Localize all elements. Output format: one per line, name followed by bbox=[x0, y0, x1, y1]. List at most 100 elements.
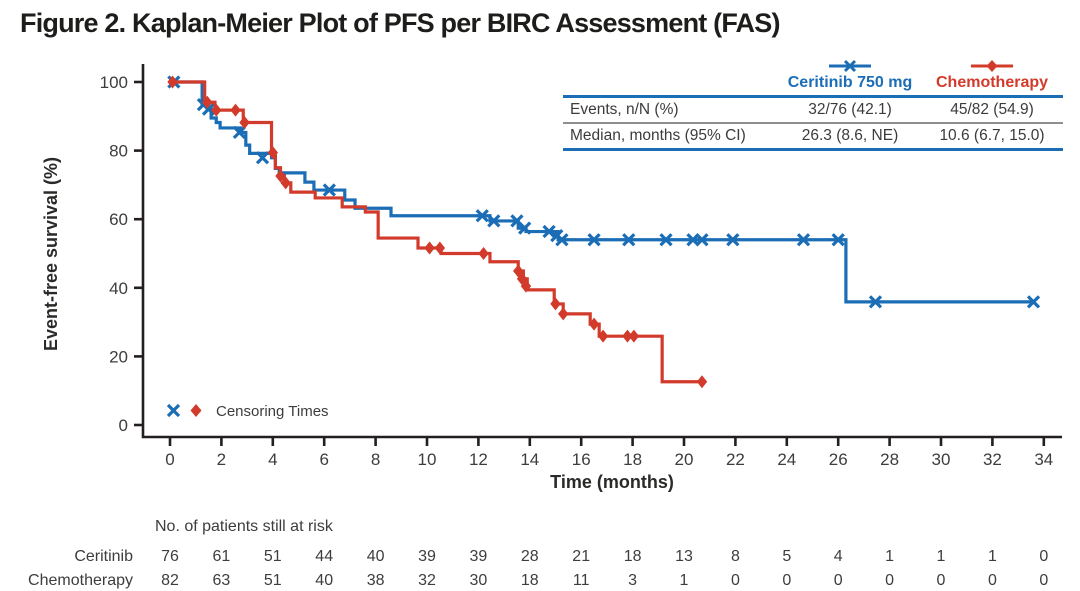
censor-diamond-mark bbox=[597, 329, 609, 343]
censor-diamond-mark bbox=[239, 115, 250, 129]
risk-value: 40 bbox=[315, 572, 333, 589]
risk-value: 21 bbox=[572, 548, 590, 565]
stats-marker-row bbox=[563, 58, 1063, 74]
x-tick-label: 2 bbox=[217, 450, 226, 469]
risk-value: 76 bbox=[161, 548, 179, 565]
censor-diamond-mark bbox=[558, 307, 569, 321]
risk-value: 40 bbox=[367, 548, 385, 565]
x-tick-label: 0 bbox=[165, 450, 174, 469]
stats-row-events: Events, n/N (%) 32/76 (42.1) 45/82 (54.9… bbox=[563, 98, 1063, 122]
censor-diamond-mark bbox=[622, 329, 633, 343]
stats-median-chemotherapy: 10.6 (6.7, 15.0) bbox=[939, 127, 1045, 144]
stats-col-chemotherapy: Chemotherapy bbox=[935, 74, 1049, 91]
risk-value: 0 bbox=[885, 572, 894, 589]
risk-value: 0 bbox=[1039, 548, 1048, 565]
censor-diamond-mark bbox=[520, 279, 532, 293]
risk-value: 0 bbox=[988, 572, 997, 589]
x-tick-label: 10 bbox=[418, 450, 437, 469]
risk-value: 18 bbox=[521, 572, 539, 589]
risk-value: 1 bbox=[937, 548, 946, 565]
stats-col-ceritinib: Ceritinib 750 mg bbox=[787, 74, 913, 91]
censor-x-mark bbox=[518, 221, 532, 235]
censor-x-mark bbox=[622, 233, 636, 247]
y-axis-title: Event-free survival (%) bbox=[41, 157, 61, 351]
censor-x-mark bbox=[726, 233, 740, 247]
risk-value: 63 bbox=[213, 572, 231, 589]
risk-value: 4 bbox=[834, 548, 843, 565]
risk-value: 11 bbox=[573, 572, 590, 589]
x-axis-title: Time (months) bbox=[550, 472, 674, 492]
censor-diamond-mark bbox=[211, 103, 222, 117]
figure-title: Figure 2. Kaplan-Meier Plot of PFS per B… bbox=[20, 8, 780, 38]
censor-x-mark bbox=[475, 209, 489, 223]
censor-x-mark bbox=[322, 183, 336, 197]
censor-x-mark bbox=[868, 295, 883, 309]
risk-value: 28 bbox=[521, 548, 539, 565]
censor-diamond-mark bbox=[167, 75, 178, 89]
risk-value: 39 bbox=[470, 548, 488, 565]
risk-value: 51 bbox=[264, 572, 282, 589]
risk-value: 61 bbox=[213, 548, 231, 565]
censor-diamond-mark bbox=[550, 297, 561, 311]
stats-table: Ceritinib 750 mg Chemotherapy Events, n/… bbox=[563, 58, 1063, 151]
stats-row-median-label: Median, months (95% CI) bbox=[570, 127, 746, 144]
risk-value: 30 bbox=[470, 572, 488, 589]
legend-marker-ceritinib bbox=[779, 58, 921, 74]
line-x-icon bbox=[829, 59, 871, 73]
risk-value: 82 bbox=[161, 572, 179, 589]
stats-events-chemotherapy: 45/82 (54.9) bbox=[950, 101, 1034, 118]
censor-x-mark bbox=[555, 233, 569, 247]
risk-value: 51 bbox=[264, 548, 282, 565]
risk-value: 1 bbox=[680, 572, 689, 589]
y-tick-label: 60 bbox=[109, 210, 128, 229]
risk-value: 0 bbox=[937, 572, 946, 589]
risk-value: 5 bbox=[782, 548, 791, 565]
risk-value: 18 bbox=[624, 548, 642, 565]
legend-marker-chemotherapy bbox=[921, 58, 1063, 74]
censor-x-mark bbox=[232, 125, 247, 140]
censor-x-mark bbox=[587, 233, 601, 247]
y-tick-label: 80 bbox=[109, 142, 128, 161]
x-tick-label: 26 bbox=[829, 450, 848, 469]
risk-value: 13 bbox=[675, 548, 693, 565]
censor-diamond-icon bbox=[190, 404, 202, 417]
censor-x-mark bbox=[487, 214, 501, 228]
x-tick-label: 4 bbox=[268, 450, 277, 469]
censor-diamond-mark bbox=[424, 241, 435, 255]
censor-diamond-mark bbox=[275, 169, 286, 183]
x-tick-label: 8 bbox=[371, 450, 380, 469]
censor-diamond-mark bbox=[267, 146, 278, 160]
risk-row-label-chemotherapy: Chemotherapy bbox=[28, 572, 133, 589]
censor-x-mark bbox=[796, 233, 811, 247]
x-tick-label: 20 bbox=[675, 450, 694, 469]
x-tick-label: 14 bbox=[520, 450, 539, 469]
censor-x-mark bbox=[1026, 295, 1041, 309]
x-tick-label: 24 bbox=[777, 450, 796, 469]
risk-value: 32 bbox=[418, 572, 436, 589]
censor-x-mark bbox=[542, 224, 556, 239]
censor-diamond-mark bbox=[696, 375, 708, 389]
risk-value: 0 bbox=[782, 572, 791, 589]
censor-x-mark bbox=[831, 233, 845, 247]
km-curve-chemotherapy bbox=[170, 80, 702, 384]
censor-diamond-mark bbox=[478, 247, 489, 260]
risk-value: 3 bbox=[628, 572, 637, 589]
risk-table-caption: No. of patients still at risk bbox=[155, 518, 334, 535]
risk-value: 0 bbox=[834, 572, 843, 589]
risk-value: 8 bbox=[731, 548, 740, 565]
risk-value: 1 bbox=[885, 548, 894, 565]
stats-median-ceritinib: 26.3 (8.6, NE) bbox=[801, 127, 899, 144]
censor-diamond-mark bbox=[628, 329, 640, 343]
censor-diamond-mark bbox=[230, 103, 241, 117]
x-tick-label: 30 bbox=[932, 450, 951, 469]
censor-x-mark bbox=[255, 151, 270, 165]
axes bbox=[141, 64, 1062, 439]
risk-value: 0 bbox=[1039, 572, 1048, 589]
stats-row-events-label: Events, n/N (%) bbox=[570, 101, 679, 118]
censor-diamond-mark bbox=[202, 95, 213, 109]
risk-value: 39 bbox=[418, 548, 436, 565]
x-tick-label: 18 bbox=[623, 450, 642, 469]
stats-events-ceritinib: 32/76 (42.1) bbox=[808, 101, 892, 118]
